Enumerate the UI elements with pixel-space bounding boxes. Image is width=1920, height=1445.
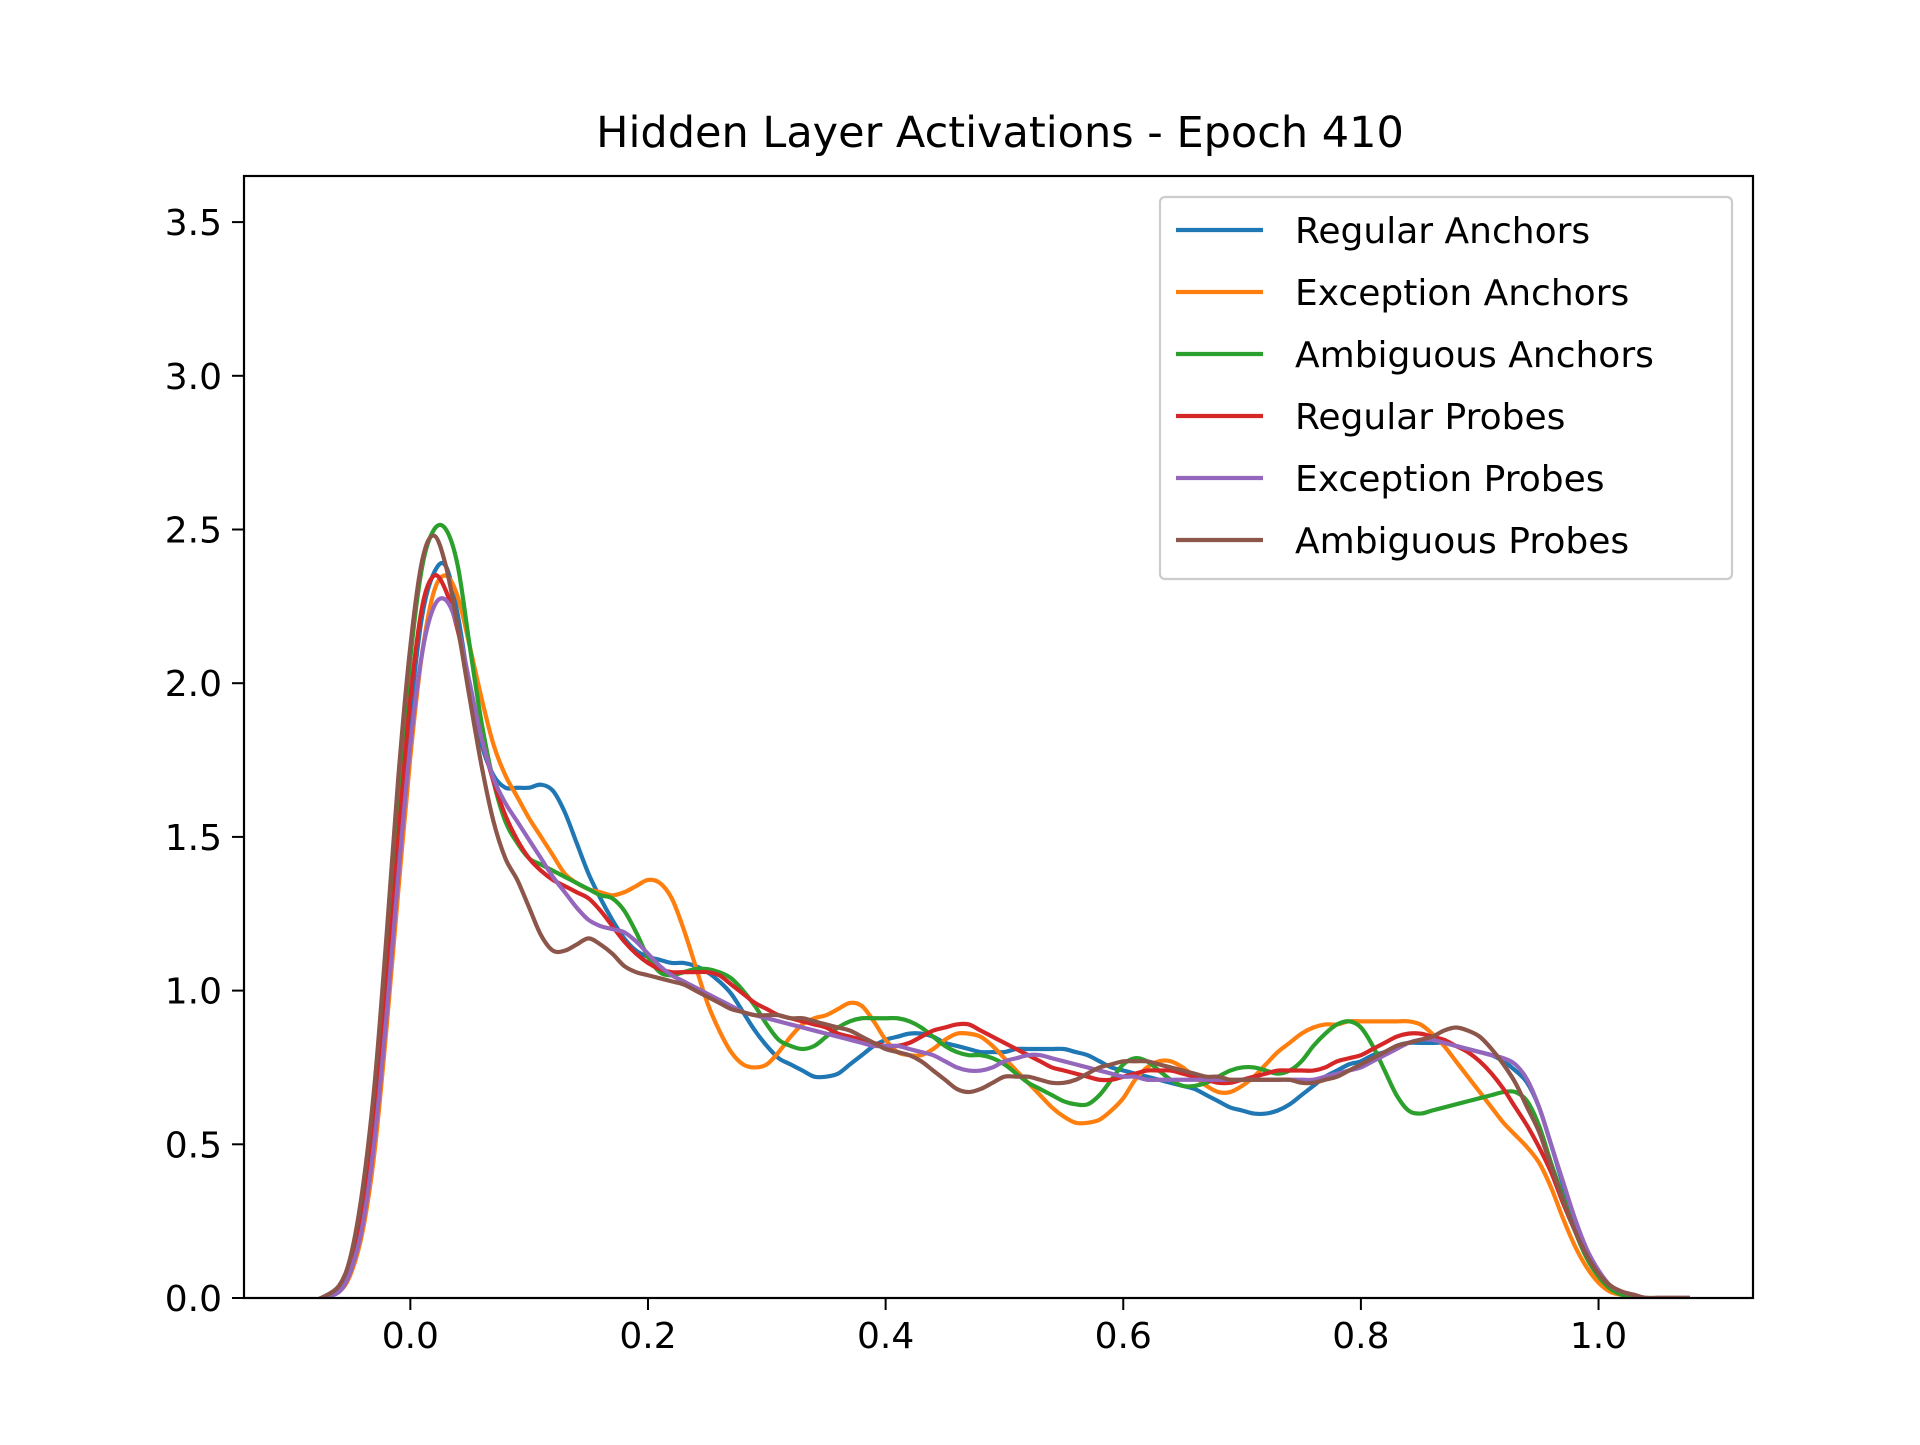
legend-box [1158, 195, 1734, 581]
y-tick-label: 1.0 [165, 972, 222, 1013]
x-axis: 0.0 0.2 0.4 0.6 0.8 1.0 [382, 1298, 1627, 1357]
y-tick-label: 2.5 [165, 511, 222, 552]
x-tick-label: 0.6 [1095, 1316, 1152, 1357]
legend-label: Regular Probes [1295, 397, 1565, 438]
y-tick-label: 1.5 [165, 818, 222, 859]
x-tick-label: 0.4 [857, 1316, 914, 1357]
series-layer [318, 522, 1690, 1298]
y-tick-label: 2.0 [165, 664, 222, 705]
chart-title: Hidden Layer Activations - Epoch 410 [596, 108, 1404, 158]
x-tick-label: 1.0 [1570, 1316, 1627, 1357]
x-tick-label: 0.0 [382, 1316, 439, 1357]
legend-label: Exception Probes [1295, 459, 1604, 500]
legend-label: Ambiguous Anchors [1295, 335, 1654, 376]
series-line-exception-probes [318, 596, 1690, 1298]
legend-label: Exception Anchors [1295, 273, 1629, 314]
y-tick-label: 0.5 [165, 1125, 222, 1166]
x-tick-label: 0.8 [1332, 1316, 1389, 1357]
y-tick-label: 0.0 [165, 1279, 222, 1320]
legend: Regular Anchors Exception Anchors Ambiguou… [1158, 195, 1734, 581]
y-tick-label: 3.0 [165, 357, 222, 398]
plot-frame [242, 174, 1755, 1300]
y-tick-label: 3.5 [165, 203, 222, 244]
series-line-ambiguous-probes [318, 533, 1690, 1298]
y-axis: 0.0 0.5 1.0 1.5 2.0 2.5 3.0 3.5 [165, 203, 244, 1320]
x-tick-label: 0.2 [619, 1316, 676, 1357]
legend-label: Regular Anchors [1295, 211, 1590, 252]
legend-label: Ambiguous Probes [1295, 521, 1629, 562]
series-line-exception-anchors [318, 573, 1690, 1298]
